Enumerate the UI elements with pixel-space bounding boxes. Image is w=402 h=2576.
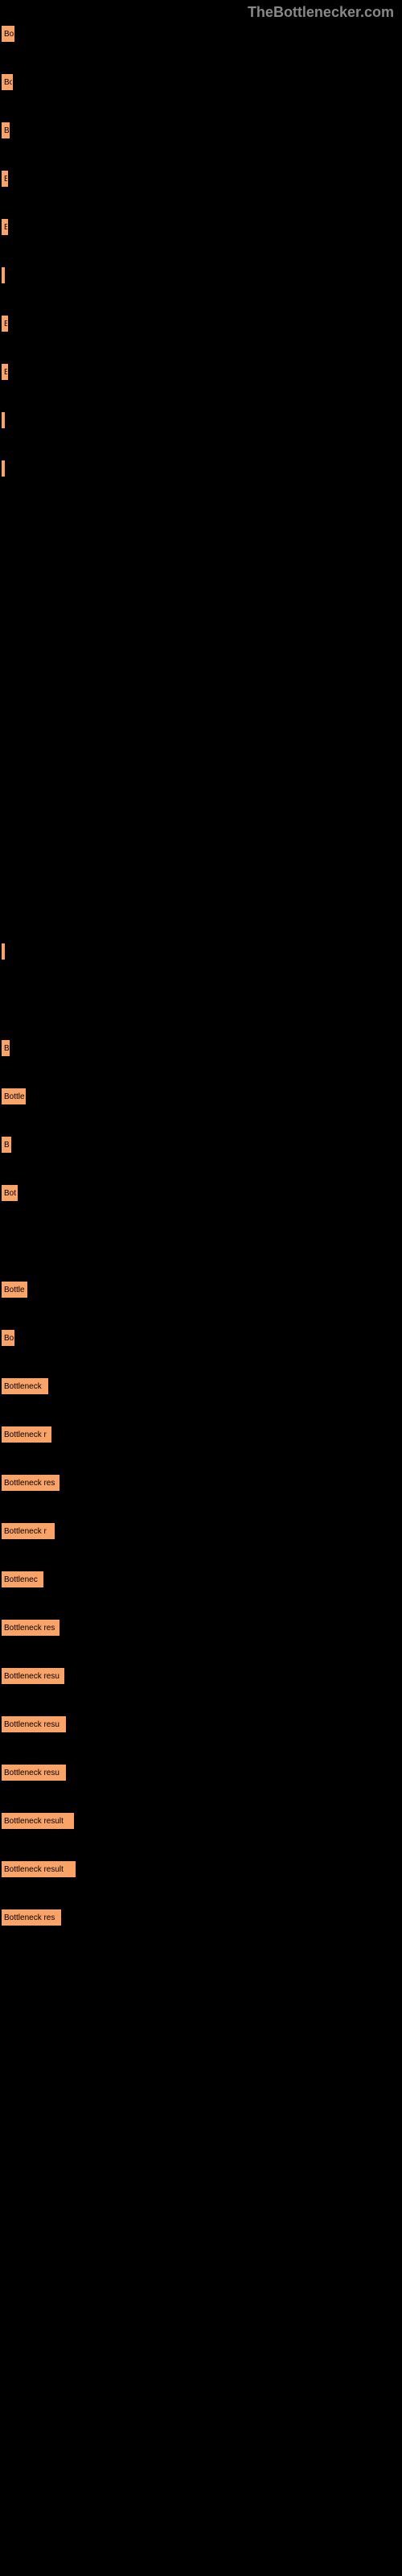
bar-row: Bottleneck result <box>2 1860 402 1879</box>
bar: Bottleneck res <box>2 1909 61 1926</box>
bar: Bottleneck r <box>2 1426 51 1443</box>
bar-row <box>2 411 402 430</box>
bar-row: B <box>2 217 402 237</box>
bar-row: Bottleneck res <box>2 1618 402 1637</box>
bar-row: Bottlenec <box>2 1570 402 1589</box>
bar: B <box>2 171 8 187</box>
bar: Bottleneck result <box>2 1813 74 1829</box>
bar-row: Bo <box>2 1328 402 1348</box>
bar-row: Bottleneck res <box>2 1908 402 1927</box>
bar-row: Bottle <box>2 1087 402 1106</box>
bar: Bottleneck resu <box>2 1765 66 1781</box>
bar: B <box>2 316 8 332</box>
bar: B <box>2 364 8 380</box>
bar-row: Bottleneck r <box>2 1425 402 1444</box>
bar: Bottle <box>2 1088 26 1104</box>
bar-row <box>2 894 402 913</box>
bar-row <box>2 942 402 961</box>
bar <box>2 943 5 960</box>
bar-row: Bottleneck r <box>2 1521 402 1541</box>
bar: Bo <box>2 1330 14 1346</box>
bar-row <box>2 507 402 526</box>
bar: Bottle <box>2 1282 27 1298</box>
bar-row: Bottleneck resu <box>2 1666 402 1686</box>
bar-row: B <box>2 169 402 188</box>
bar-row <box>2 700 402 720</box>
bar: Bottlenec <box>2 1571 43 1587</box>
bar-row <box>2 459 402 478</box>
bar: Bottleneck result <box>2 1861 76 1877</box>
bar-row <box>2 845 402 865</box>
bar-row: Bottleneck <box>2 1377 402 1396</box>
bar: Bottleneck resu <box>2 1668 64 1684</box>
bar-row <box>2 749 402 768</box>
bar: B <box>2 219 8 235</box>
bar-row <box>2 555 402 575</box>
bar: Bottleneck res <box>2 1475 59 1491</box>
bar-row <box>2 266 402 285</box>
bar <box>2 412 5 428</box>
bar-row: Bottleneck resu <box>2 1715 402 1734</box>
bar: Bot <box>2 1185 18 1201</box>
bar-row: B <box>2 1135 402 1154</box>
bar: B <box>2 1040 10 1056</box>
bar-row: Bottleneck resu <box>2 1763 402 1782</box>
bar-row: Bot <box>2 1183 402 1203</box>
bar: Bottleneck <box>2 1378 48 1394</box>
bar-row: B <box>2 362 402 382</box>
bar-row: B <box>2 314 402 333</box>
bar-row: Bottleneck result <box>2 1811 402 1831</box>
watermark-text: TheBottlenecker.com <box>248 4 394 21</box>
bar-row <box>2 1232 402 1251</box>
bar: B <box>2 1137 11 1153</box>
bar: Bottleneck resu <box>2 1716 66 1732</box>
bar: Bo <box>2 74 13 90</box>
bar-row: Bo <box>2 24 402 43</box>
bar-row: B <box>2 1038 402 1058</box>
bar: Bottleneck r <box>2 1523 55 1539</box>
bar: B <box>2 122 10 138</box>
bar: Bo <box>2 26 14 42</box>
bar-row: Bo <box>2 72 402 92</box>
bar: Bottleneck res <box>2 1620 59 1636</box>
bar-row <box>2 604 402 623</box>
bar <box>2 267 5 283</box>
bar <box>2 460 5 477</box>
bar-row <box>2 797 402 816</box>
bar-row <box>2 990 402 1009</box>
bar-row: B <box>2 121 402 140</box>
bar-chart: Bo Bo B B B B B B Bottle B Bot Bottle Bo Bottleneck Bo… <box>0 0 402 1927</box>
bar-row <box>2 652 402 671</box>
bar-row: Bottle <box>2 1280 402 1299</box>
bar-row: Bottleneck res <box>2 1473 402 1492</box>
